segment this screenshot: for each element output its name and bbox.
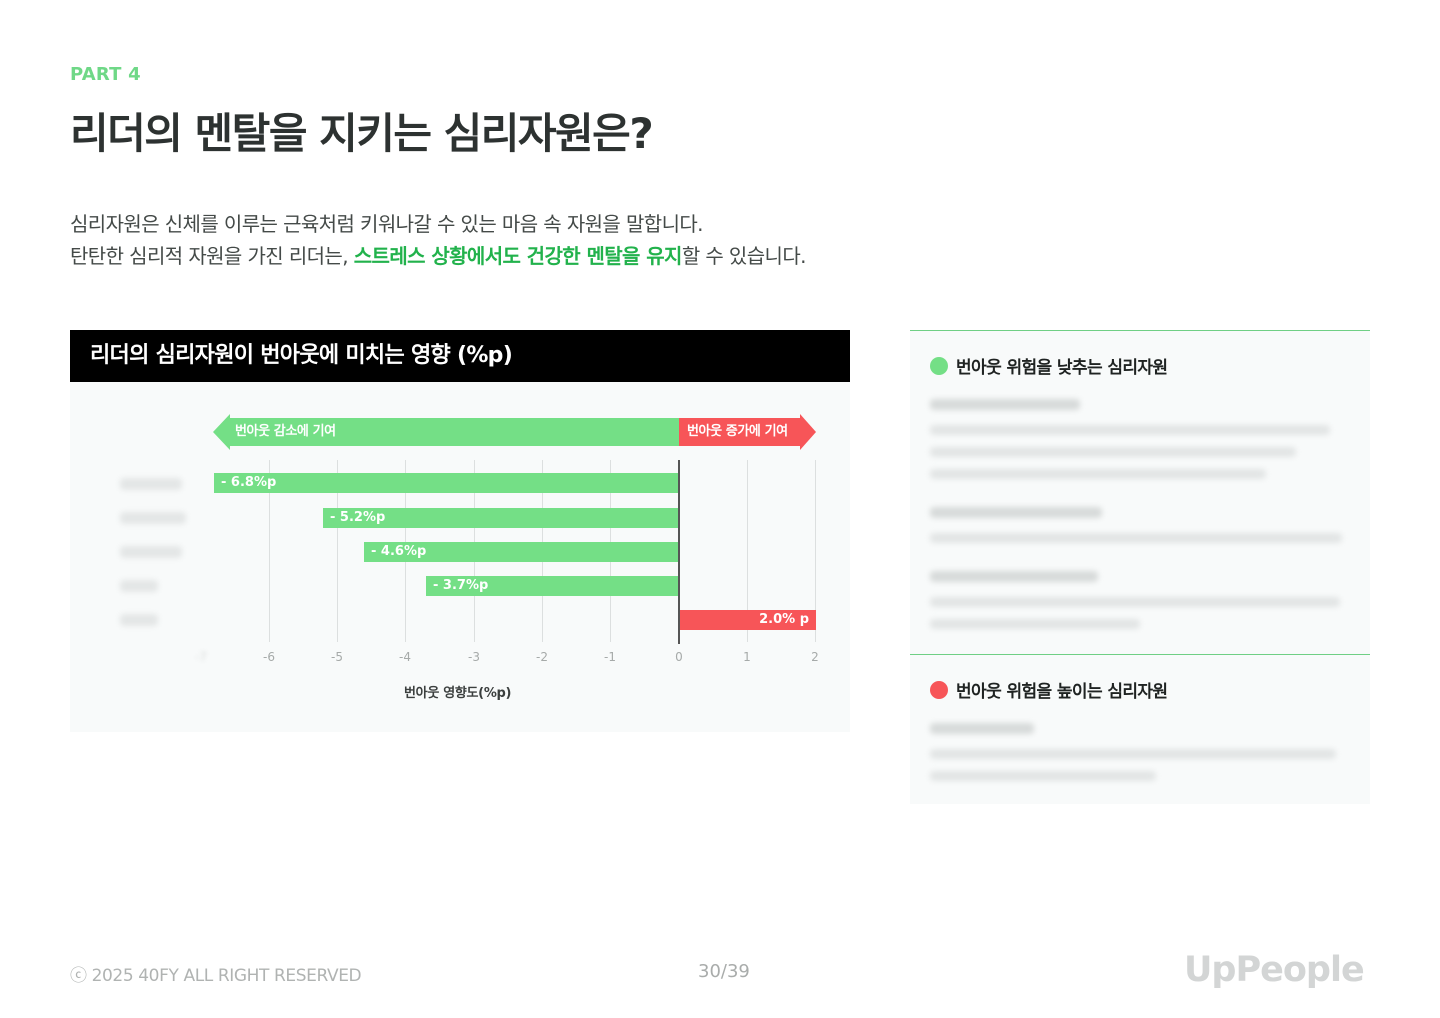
bar-4: - 3.7%p bbox=[426, 576, 679, 596]
intro-text: 심리자원은 신체를 이루는 근육처럼 키워나갈 수 있는 마음 속 자원을 말합… bbox=[70, 208, 806, 272]
decrease-arrow: 번아웃 감소에 기여 bbox=[213, 414, 679, 450]
intro-highlight: 스트레스 상황에서도 건강한 멘탈을 유지 bbox=[353, 244, 683, 268]
chart-panel: 리더의 심리자원이 번아웃에 미치는 영향 (%p) 번아웃 감소에 기여 번아… bbox=[70, 330, 850, 732]
x-tick: 2 bbox=[811, 650, 819, 664]
card-higher-risk: 번아웃 위험을 높이는 심리자원 bbox=[910, 654, 1370, 804]
zero-axis bbox=[678, 460, 680, 644]
increase-arrow: 번아웃 증가에 기여 bbox=[679, 414, 816, 450]
page-number: 30/39 bbox=[698, 961, 750, 982]
x-tick: -2 bbox=[536, 650, 548, 664]
blurred-subtitle bbox=[930, 723, 1034, 734]
gridline bbox=[269, 460, 270, 642]
blurred-subtitle bbox=[930, 507, 1102, 518]
green-dot-icon bbox=[930, 356, 948, 375]
arrow-right-icon bbox=[800, 414, 816, 450]
intro-line-2: 탄탄한 심리적 자원을 가진 리더는, 스트레스 상황에서도 건강한 멘탈을 유… bbox=[70, 240, 806, 272]
blurred-text bbox=[930, 749, 1336, 759]
card-title: 번아웃 위험을 높이는 심리자원 bbox=[956, 682, 1168, 702]
blurred-text bbox=[930, 619, 1140, 629]
x-axis-label: 번아웃 영향도(%p) bbox=[404, 686, 512, 701]
bar-1: - 6.8%p bbox=[214, 473, 679, 493]
x-tick: -3 bbox=[468, 650, 480, 664]
blurred-text bbox=[930, 447, 1296, 457]
intro-line-1: 심리자원은 신체를 이루는 근육처럼 키워나갈 수 있는 마음 속 자원을 말합… bbox=[70, 212, 704, 236]
x-tick: -6 bbox=[263, 650, 275, 664]
blurred-text bbox=[930, 469, 1266, 479]
bar-5: 2.0% p bbox=[679, 610, 816, 630]
category-label bbox=[120, 478, 182, 490]
card-lower-risk: 번아웃 위험을 낮추는 심리자원 bbox=[910, 330, 1370, 654]
intro-line-2-suffix: 할 수 있습니다. bbox=[681, 244, 807, 268]
increase-arrow-label: 번아웃 증가에 기여 bbox=[687, 424, 788, 439]
intro-line-2-prefix: 탄탄한 심리적 자원을 가진 리더는, bbox=[70, 244, 354, 268]
x-tick: 0 bbox=[675, 650, 683, 664]
chart-title: 리더의 심리자원이 번아웃에 미치는 영향 (%p) bbox=[70, 330, 850, 382]
category-label bbox=[120, 580, 158, 592]
x-tick: -1 bbox=[604, 650, 616, 664]
x-tick: -7 bbox=[195, 650, 207, 664]
gridline bbox=[337, 460, 338, 642]
arrow-left-icon bbox=[213, 414, 230, 450]
bar-2: - 5.2%p bbox=[323, 508, 679, 528]
gridline bbox=[747, 460, 748, 642]
copyright: ⓒ 2025 40FY ALL RIGHT RESERVED bbox=[70, 966, 362, 986]
bar-3: - 4.6%p bbox=[364, 542, 679, 562]
x-tick: -5 bbox=[331, 650, 343, 664]
blurred-subtitle bbox=[930, 399, 1080, 410]
part-label: PART 4 bbox=[70, 64, 141, 85]
gridline bbox=[815, 460, 816, 642]
category-label bbox=[120, 512, 186, 524]
card-title: 번아웃 위험을 낮추는 심리자원 bbox=[956, 358, 1168, 378]
category-label bbox=[120, 614, 158, 626]
category-label bbox=[120, 546, 182, 558]
decrease-arrow-label: 번아웃 감소에 기여 bbox=[235, 424, 336, 439]
x-tick: -4 bbox=[399, 650, 411, 664]
page-title: 리더의 멘탈을 지키는 심리자원은? bbox=[70, 109, 654, 158]
blurred-text bbox=[930, 597, 1340, 607]
blurred-text bbox=[930, 425, 1330, 435]
red-dot-icon bbox=[930, 680, 948, 699]
x-tick: 1 bbox=[743, 650, 751, 664]
blurred-text bbox=[930, 533, 1342, 543]
blurred-subtitle bbox=[930, 571, 1098, 582]
blurred-text bbox=[930, 771, 1156, 781]
brand-logo: UpPeople bbox=[1184, 950, 1365, 990]
